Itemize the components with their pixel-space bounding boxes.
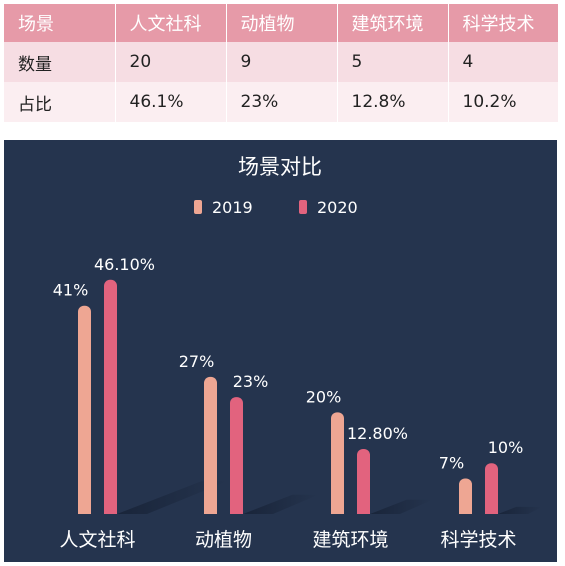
table-row: 数量 20 9 5 4 <box>4 42 559 82</box>
data-table: 场景 人文社科 动植物 建筑环境 科学技术 数量 20 9 5 4 占比 46.… <box>4 4 559 122</box>
category-label: 建筑环境 <box>312 529 388 551</box>
table-cell: 46.1% <box>115 82 227 122</box>
category-label: 动植物 <box>195 529 252 551</box>
legend-label: 2019 <box>212 198 253 217</box>
bar <box>78 305 91 514</box>
data-label: 46.10% <box>94 255 155 274</box>
chart-title: 场景对比 <box>238 155 322 179</box>
bar-base <box>485 508 498 514</box>
legend-swatch <box>299 200 307 214</box>
bar <box>459 478 472 514</box>
bar <box>204 376 217 514</box>
bar-shadows <box>117 481 543 514</box>
data-label: 41% <box>53 281 89 300</box>
table-cell: 12.8% <box>337 82 449 122</box>
table-cell: 数量 <box>4 42 116 82</box>
bar-base <box>357 508 370 514</box>
bar <box>357 448 370 514</box>
table-cell: 5 <box>337 42 449 82</box>
bar-shadow <box>117 481 228 514</box>
legend-label: 2020 <box>317 198 358 217</box>
table-row: 占比 46.1% 23% 12.8% 10.2% <box>4 82 559 122</box>
data-label: 20% <box>306 387 342 406</box>
bar-shadow <box>243 494 319 514</box>
bar-base <box>204 508 217 514</box>
category-labels: 人文社科 动植物 建筑环境 科学技术 <box>59 529 516 551</box>
table-cell: 占比 <box>4 82 116 122</box>
category-label: 人文社科 <box>59 529 135 551</box>
chart-panel: 场景对比 2019 2020 41% 46.10% 27% 23% 20% 12.80% 7%… <box>4 140 557 562</box>
data-label: 23% <box>233 372 269 391</box>
chart-legend: 2019 2020 <box>194 198 358 217</box>
data-label: 7% <box>439 453 464 472</box>
data-label: 10% <box>488 438 524 457</box>
bar <box>230 397 243 514</box>
data-label: 27% <box>179 352 215 371</box>
data-label: 12.80% <box>347 424 408 443</box>
table-cell: 20 <box>115 42 227 82</box>
bar-chart: 场景对比 2019 2020 41% 46.10% 27% 23% 20% 12.80% 7%… <box>53 155 543 551</box>
table-cell: 23% <box>226 82 338 122</box>
category-label: 科学技术 <box>440 529 516 551</box>
header-cell: 动植物 <box>226 4 338 42</box>
bar <box>331 412 344 514</box>
bar-shadow <box>370 499 433 514</box>
bar-base <box>459 508 472 514</box>
bar-base <box>331 508 344 514</box>
table-header-row: 场景 人文社科 动植物 建筑环境 科学技术 <box>4 4 559 42</box>
bar-shadow <box>498 506 543 514</box>
header-cell: 场景 <box>4 4 116 42</box>
legend-swatch <box>194 200 202 214</box>
header-cell: 人文社科 <box>115 4 227 42</box>
bar-base <box>104 508 117 514</box>
header-cell: 建筑环境 <box>337 4 449 42</box>
table-cell: 10.2% <box>448 82 559 122</box>
bars <box>78 279 498 514</box>
bar <box>104 279 117 514</box>
table-cell: 4 <box>448 42 559 82</box>
header-cell: 科学技术 <box>448 4 559 42</box>
data-labels: 41% 46.10% 27% 23% 20% 12.80% 7% 10% <box>53 255 524 473</box>
bar-base <box>78 508 91 514</box>
table-cell: 9 <box>226 42 338 82</box>
bar-base <box>230 508 243 514</box>
bar <box>485 463 498 514</box>
